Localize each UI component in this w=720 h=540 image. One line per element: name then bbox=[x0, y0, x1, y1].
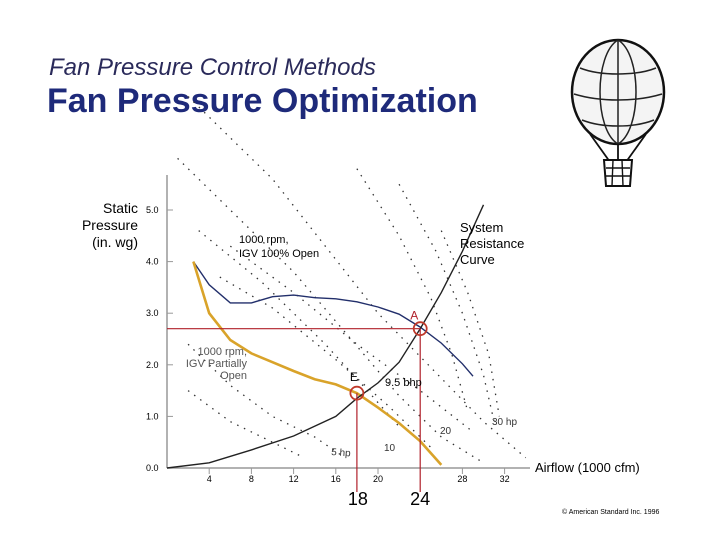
ref-label-18: 18 bbox=[348, 489, 368, 509]
y-tick-label: 2.0 bbox=[146, 360, 159, 370]
power-iso-lines bbox=[177, 96, 527, 464]
annotation-igv-open: 1000 rpm, IGV 100% Open bbox=[239, 234, 319, 260]
copyright-notice: © American Standard Inc. 1996 bbox=[562, 509, 660, 516]
point-label-a: A bbox=[410, 309, 418, 323]
y-axis-label: Static Pressure (in. wg) bbox=[81, 200, 138, 250]
point-label-e: E bbox=[350, 370, 358, 384]
y-tick-label: 4.0 bbox=[146, 257, 159, 267]
system-resistance-curve bbox=[166, 204, 485, 469]
y-tick-label: 1.0 bbox=[146, 411, 159, 421]
iso-power-curve-1 bbox=[187, 96, 527, 459]
iso-power-curve-5 bbox=[198, 230, 400, 428]
x-tick-label: 12 bbox=[289, 474, 299, 484]
x-tick-label: 4 bbox=[207, 474, 212, 484]
chart-labels: A E 1000 rpm, IGV 100% Open System Resistance… bbox=[186, 220, 524, 459]
hot-air-balloon-icon bbox=[570, 38, 666, 187]
x-tick-label: 32 bbox=[500, 474, 510, 484]
fan-curve-igv-partial bbox=[192, 261, 443, 466]
slide-subtitle: Fan Pressure Control Methods bbox=[49, 54, 376, 81]
operating-point-a bbox=[412, 321, 428, 337]
operating-point-e bbox=[349, 385, 365, 401]
x-tick-label: 20 bbox=[373, 474, 383, 484]
annotation-system-curve: System Resistance Curve bbox=[460, 220, 524, 267]
iso-label-20: 20 bbox=[440, 426, 452, 437]
iso-power-curve-2 bbox=[177, 157, 484, 464]
reference-lines: 18 24 bbox=[167, 321, 430, 509]
x-axis-label: Airflow (1000 cfm) bbox=[535, 460, 640, 475]
y-tick-label: 5.0 bbox=[146, 205, 159, 215]
iso-power-curve-10 bbox=[187, 390, 305, 459]
chart-axes: 0.0 1.0 2.0 3.0 4.0 5.0 4 8 12 16 20 28 32 Airflow (1… bbox=[146, 175, 640, 484]
x-tick-label: 16 bbox=[331, 474, 341, 484]
slide-title: Fan Pressure Optimization bbox=[47, 82, 478, 120]
annotation-igv-partial: 1000 rpm, IGV Partially Open bbox=[186, 346, 248, 382]
x-tick-label: 8 bbox=[249, 474, 254, 484]
x-tick-label: 28 bbox=[457, 474, 467, 484]
iso-label-5hp: 5 hp bbox=[331, 447, 352, 459]
ref-label-24: 24 bbox=[410, 489, 430, 509]
chart-series bbox=[166, 204, 485, 469]
y-tick-label: 3.0 bbox=[146, 308, 159, 318]
iso-label-10: 10 bbox=[384, 443, 396, 454]
y-tick-label: 0.0 bbox=[146, 463, 159, 473]
annotation-power: 9.5 bhp bbox=[385, 377, 422, 389]
iso-power-curve-8 bbox=[398, 183, 495, 422]
iso-label-30hp: 30 hp bbox=[492, 417, 517, 428]
iso-power-curve-7 bbox=[356, 168, 469, 412]
fan-curve-igv-open bbox=[192, 261, 474, 377]
iso-power-curve-4 bbox=[219, 276, 432, 448]
